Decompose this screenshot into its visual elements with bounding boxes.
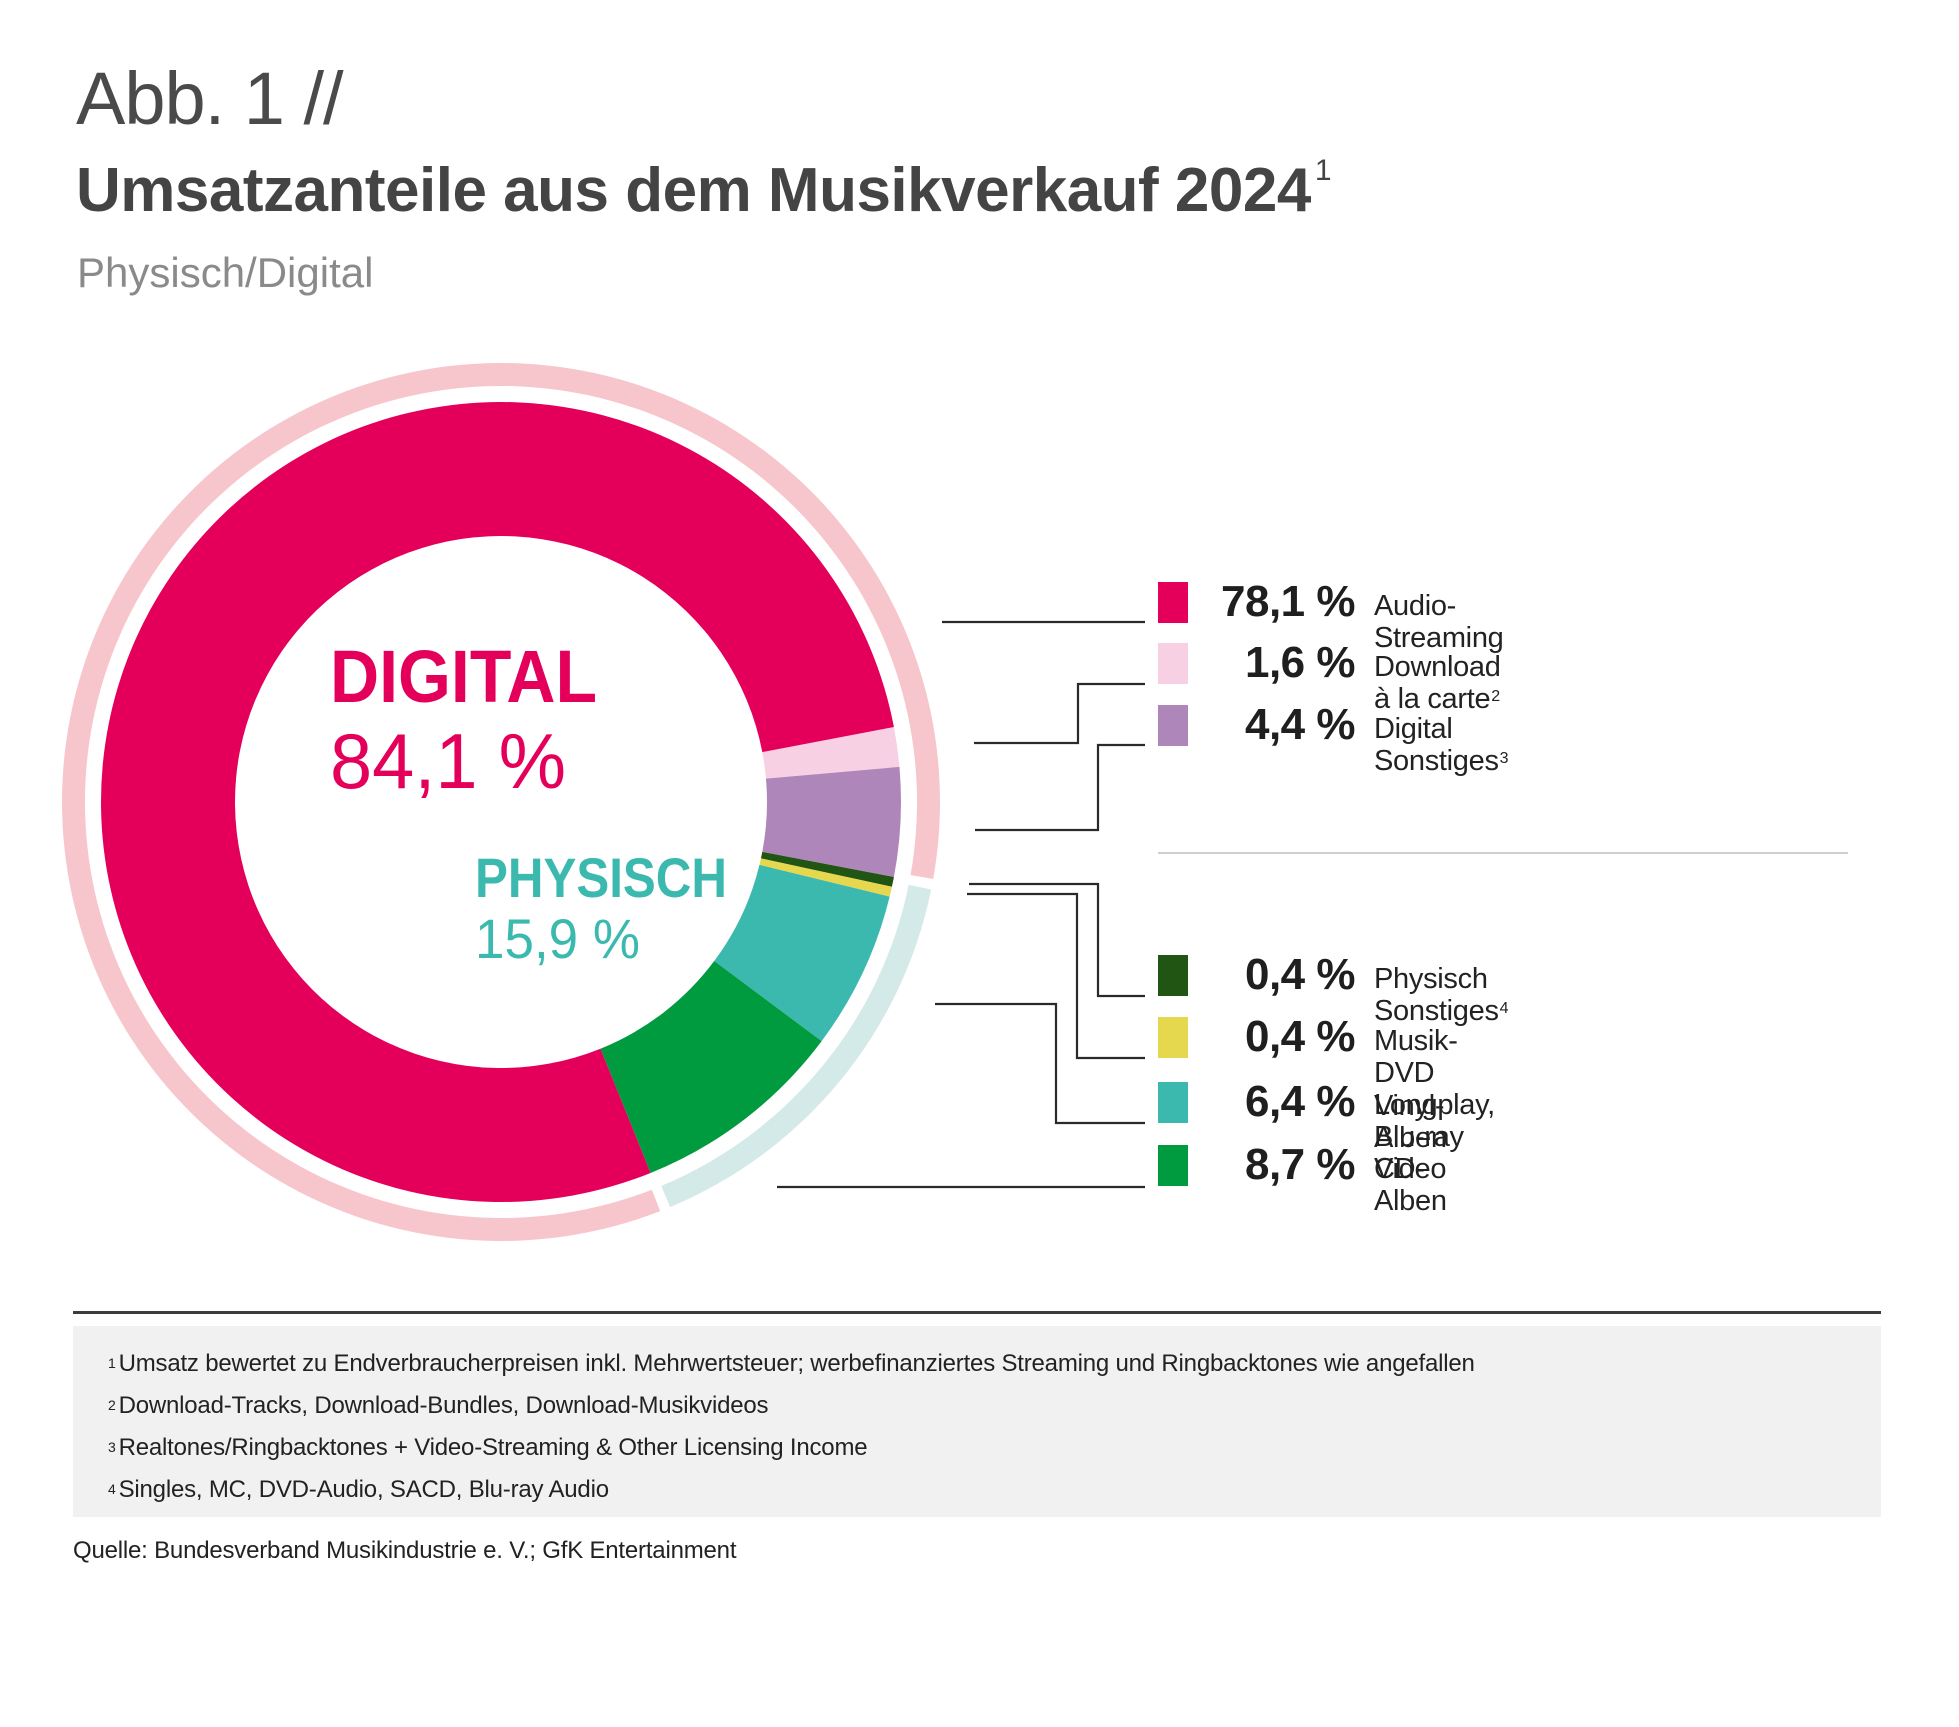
figure-label: Abb. 1 // xyxy=(76,57,344,140)
legend-label: Audio-Streaming xyxy=(1374,590,1504,654)
footnote: 3 Realtones/Ringbacktones + Video-Streami… xyxy=(108,1434,868,1462)
legend-value: 78,1 % xyxy=(1221,577,1355,626)
legend-value: 8,7 % xyxy=(1244,1140,1356,1189)
legend-label-text: CD-Alben xyxy=(1374,1153,1447,1217)
legend-label: Musik-DVD Longplay, Blu-ray Video xyxy=(1374,1025,1496,1185)
footnote: 2 Download-Tracks, Download-Bundles, Down… xyxy=(108,1392,769,1420)
footnote-text: Realtones/Ringbacktones + Video-Streamin… xyxy=(118,1434,868,1461)
slices xyxy=(101,401,901,1203)
legend-swatch xyxy=(1158,705,1188,746)
connector-line xyxy=(969,882,1145,998)
connector-line xyxy=(975,743,1145,832)
legend-label: CD-Alben xyxy=(1374,1153,1448,1217)
physisch-group-value: 15,9 % xyxy=(475,907,640,970)
legend-label-text: Download à la carte xyxy=(1374,651,1501,715)
footnote: 1 Umsatz bewertet zu Endverbraucherpreise… xyxy=(108,1350,1475,1378)
footnote: 4 Singles, MC, DVD-Audio, SACD, Blu-ray A… xyxy=(108,1476,609,1504)
footnote-mark: 4 xyxy=(108,1481,116,1497)
donut-slice-cd-alben xyxy=(600,961,822,1173)
donut-slice-audio-streaming xyxy=(101,401,894,1203)
legend-value: 0,4 % xyxy=(1244,1012,1356,1061)
digital-group-value: 84,1 % xyxy=(330,717,566,805)
footnote-mark: 4 xyxy=(1499,1000,1509,1017)
legend-label: Download à la carte2 xyxy=(1374,651,1501,715)
donut-slice-vinyl-alben xyxy=(714,864,890,1042)
legend-label: Digital Sonstiges3 xyxy=(1374,713,1509,777)
legend-value: 4,4 % xyxy=(1244,700,1356,749)
legend-swatch xyxy=(1158,955,1188,996)
legend-swatch xyxy=(1158,582,1188,623)
footnote-mark: 3 xyxy=(108,1439,116,1455)
legend-swatch xyxy=(1158,643,1188,684)
legend-label: Physisch Sonstiges4 xyxy=(1374,963,1509,1027)
chart-subtitle: Physisch/Digital xyxy=(77,249,374,296)
donut-slice-digital-sonstiges xyxy=(762,766,901,877)
legend-swatch xyxy=(1158,1017,1188,1058)
connector-line xyxy=(935,1002,1145,1125)
group-ring-physisch xyxy=(661,884,932,1208)
legend-label: Vinyl-Alben xyxy=(1374,1090,1448,1154)
footnote-mark: 3 xyxy=(1499,750,1509,767)
legend-swatch xyxy=(1158,1145,1188,1186)
source-note: Quelle: Bundesverband Musikindustrie e. … xyxy=(73,1537,737,1564)
footnote-mark: 2 xyxy=(1491,688,1500,705)
donut-slice-musik-dvd-longplay-blu-ray-video xyxy=(759,858,892,897)
physisch-group-label: PHYSISCH xyxy=(475,846,727,909)
digital-group-label: DIGITAL xyxy=(330,635,597,718)
chart-title-text: Umsatzanteile aus dem Musikverkauf 2024 xyxy=(76,156,1311,225)
legend-value: 0,4 % xyxy=(1244,950,1356,999)
legend-label-text: Digital Sonstiges xyxy=(1374,713,1499,777)
donut-chart: DIGITAL 84,1 % PHYSISCH 15,9 % xyxy=(62,363,1145,1241)
legend-value: 1,6 % xyxy=(1244,638,1356,687)
legend-swatch xyxy=(1158,1082,1188,1123)
footnote-mark: 1 xyxy=(108,1355,116,1371)
footer-divider xyxy=(73,1311,1881,1314)
donut-slice-physisch-sonstiges xyxy=(760,851,894,887)
connector-line xyxy=(974,682,1145,745)
legend-divider xyxy=(1158,852,1848,854)
footnote-text: Singles, MC, DVD-Audio, SACD, Blu-ray Au… xyxy=(118,1476,609,1503)
legend-label-text: Physisch Sonstiges xyxy=(1374,963,1499,1027)
footnote-text: Umsatz bewertet zu Endverbraucherpreisen… xyxy=(118,1350,1475,1377)
footnotes-box: 1 Umsatz bewertet zu Endverbraucherpreise… xyxy=(73,1326,1881,1517)
group-ring xyxy=(62,363,941,1241)
legend-value: 6,4 % xyxy=(1244,1077,1356,1126)
title-footnote-mark: 1 xyxy=(1314,154,1332,187)
donut-slice-download-la-carte xyxy=(762,727,900,779)
legend-label-text: Musik-DVD Longplay, Blu-ray Video xyxy=(1374,1025,1495,1185)
chart-title: Umsatzanteile aus dem Musikverkauf 2024 1 xyxy=(76,156,1332,222)
footnote-text: Download-Tracks, Download-Bundles, Downl… xyxy=(118,1392,769,1419)
legend-label-text: Audio-Streaming xyxy=(1374,590,1504,654)
connector-line xyxy=(967,892,1145,1060)
legend-connectors xyxy=(777,620,1145,1189)
footnote-mark: 2 xyxy=(108,1397,116,1413)
legend-label-text: Vinyl-Alben xyxy=(1374,1090,1447,1154)
